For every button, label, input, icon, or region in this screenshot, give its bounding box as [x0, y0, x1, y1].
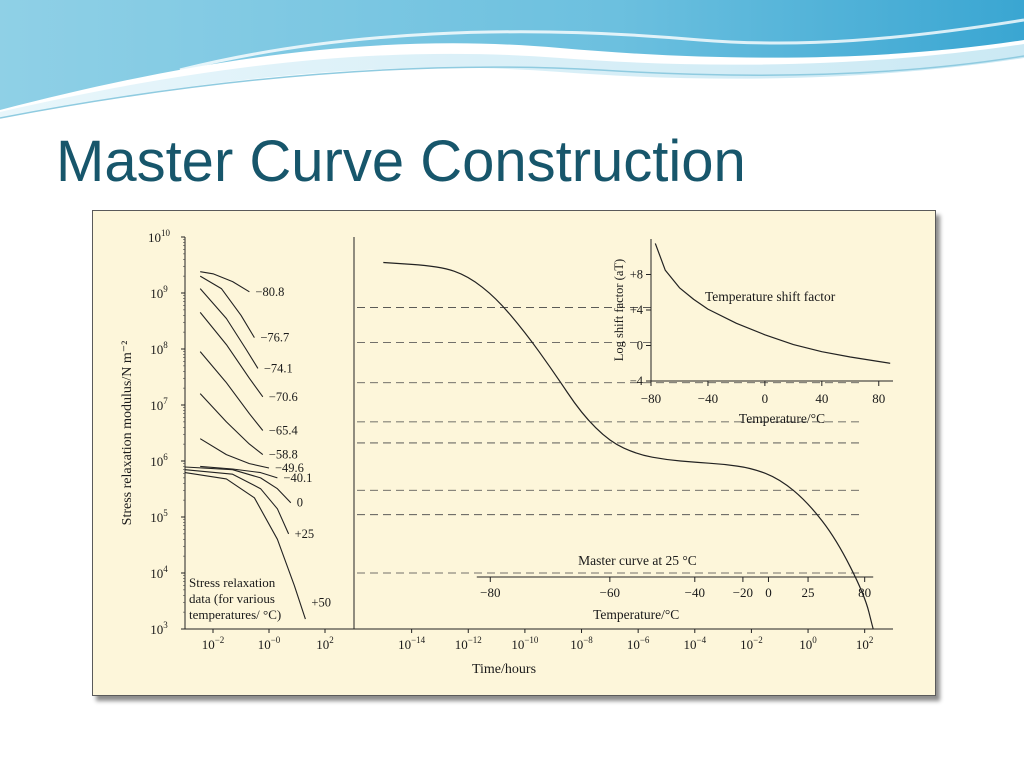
stress-relaxation-annotation: data (for various: [189, 591, 275, 606]
x-tick-label: 102: [316, 635, 334, 652]
header-wave-banner: [0, 0, 1024, 119]
inset-x-axis-label: Temperature/°C: [739, 411, 825, 426]
curve-temperature-label: −80.8: [255, 285, 284, 299]
x-tick-label: 10−2: [202, 635, 225, 652]
x-tick-label: 10−2: [740, 635, 763, 652]
temperature-tick-label: −40: [685, 585, 705, 600]
temperature-tick-label: 80: [858, 585, 871, 600]
curve-temperature-label: +50: [311, 596, 331, 610]
x-tick-label: 10−14: [398, 635, 426, 652]
inset-x-tick-label: −80: [641, 391, 661, 406]
master-curve-line: [383, 261, 874, 630]
curve-temperature-label: −70.6: [269, 390, 298, 404]
relaxation-curve: [184, 472, 306, 620]
x-tick-label: 10−10: [511, 635, 539, 652]
temperature-tick-label: 0: [765, 585, 772, 600]
y-tick-label: 1010: [148, 228, 171, 245]
x-tick-label: 10−4: [684, 635, 707, 652]
curve-temperature-label: +25: [295, 527, 315, 541]
inset-y-tick-label: +8: [630, 268, 643, 282]
curve-temperature-label: −49.6: [275, 461, 304, 475]
temperature-tick-label: −20: [733, 585, 753, 600]
inset-y-tick-label: 0: [637, 339, 643, 353]
relaxation-curve: [184, 469, 290, 535]
inset-y-tick-label: −4: [630, 374, 644, 388]
temperature-tick-label: 25: [802, 585, 815, 600]
inset-background: [651, 239, 893, 381]
y-tick-label: 104: [150, 564, 168, 581]
inset-y-tick-label: +4: [630, 303, 644, 317]
curve-temperature-label: −74.1: [264, 361, 293, 375]
figure-panel: 103 104 105 106 107 108 109 1010 Stress relaxati…: [92, 210, 936, 696]
relaxation-curve: [200, 271, 250, 293]
inset-y-axis-label: Log shift factor (aT): [612, 259, 626, 361]
curve-temperature-label: 0: [297, 496, 303, 510]
y-tick-label: 103: [150, 620, 168, 637]
stress-relaxation-annotation: temperatures/ °C): [189, 607, 281, 622]
relaxation-curve: [199, 438, 270, 469]
curve-temperature-label: −40.1: [283, 471, 312, 485]
temperature-tick-label: −80: [480, 585, 500, 600]
y-tick-label: 106: [150, 452, 168, 469]
shift-factor-curve: [654, 243, 891, 364]
relaxation-curve: [199, 312, 264, 398]
relaxation-curve: [199, 275, 255, 338]
curve-temperature-label: −76.7: [260, 331, 289, 345]
relaxation-curve: [199, 393, 264, 456]
x-tick-label: 102: [856, 635, 874, 652]
inset-title: Temperature shift factor: [705, 289, 836, 304]
curve-temperature-label: −65.4: [269, 424, 299, 438]
relaxation-curve: [200, 465, 278, 479]
relaxation-curve: [199, 288, 259, 369]
y-axis-label: Stress relaxation modulus/N m⁻²: [120, 341, 135, 526]
slide-title: Master Curve Construction: [56, 129, 746, 194]
inset-x-tick-label: −40: [698, 391, 718, 406]
x-axis-label: Time/hours: [472, 662, 536, 677]
x-tick-label: 10−12: [455, 635, 482, 652]
x-tick-label: 10−0: [258, 635, 281, 652]
inset-x-tick-label: 80: [872, 391, 885, 406]
curve-temperature-label: −58.8: [269, 448, 298, 462]
relaxation-curve: [199, 351, 264, 431]
y-tick-label: 108: [150, 340, 168, 357]
master-curve-annotation: Master curve at 25 °C: [578, 553, 697, 568]
relaxation-curve: [184, 466, 292, 504]
y-tick-label: 107: [150, 396, 168, 413]
x-tick-label: 100: [799, 635, 817, 652]
stress-relaxation-annotation: Stress relaxation: [189, 575, 276, 590]
y-tick-label: 109: [150, 284, 168, 301]
temperature-axis-label: Temperature/°C: [593, 607, 679, 622]
inset-x-tick-label: 0: [762, 391, 769, 406]
temperature-tick-label: −60: [600, 585, 620, 600]
master-curve-figure: 103 104 105 106 107 108 109 1010 Stress relaxati…: [120, 228, 893, 677]
inset-x-tick-label: 40: [815, 391, 828, 406]
x-tick-label: 10−6: [627, 635, 650, 652]
x-tick-label: 10−8: [570, 635, 593, 652]
y-tick-label: 105: [150, 508, 168, 525]
